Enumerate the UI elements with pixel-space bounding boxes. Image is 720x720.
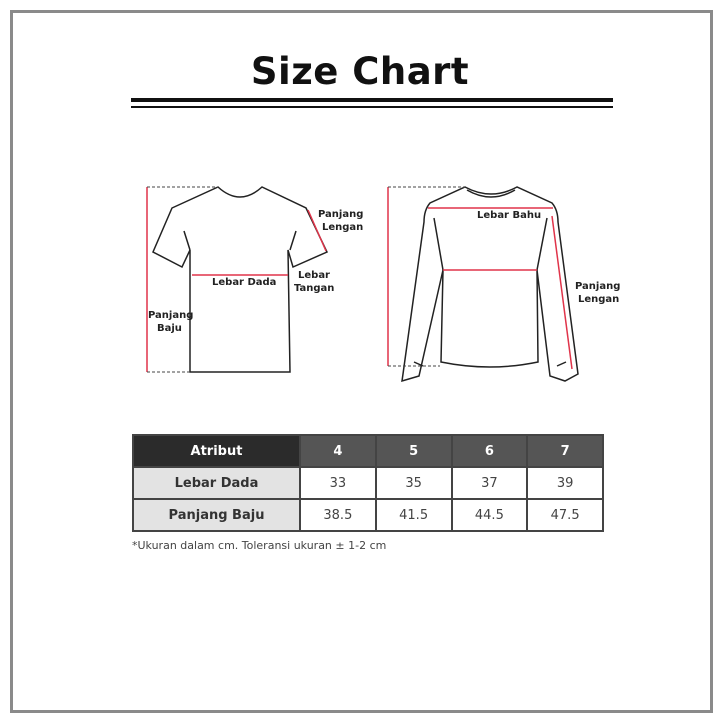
tshirt-measure-lines [146,187,327,372]
title-divider-thin [131,106,613,108]
header-size-5: 5 [374,434,453,468]
table-cell: 37 [450,466,529,500]
table-cell: 44.5 [450,498,529,532]
table-cell: 38.5 [299,498,377,532]
table-header-row: Atribut 4 5 6 7 [132,434,604,468]
tshirt-label-panjang-baju-2: Baju [157,323,182,334]
size-note: *Ukuran dalam cm. Toleransi ukuran ± 1-2… [132,539,387,552]
table-cell: 33 [299,466,377,500]
table-cell: 35 [374,466,453,500]
tshirt-label-panjang-baju-1: Panjang [148,310,193,321]
table-row: Panjang Baju 38.5 41.5 44.5 47.5 [132,498,604,532]
longsleeve-illustration [401,186,579,383]
longsleeve-measure-lines [387,187,573,370]
tshirt-label-lebar-tangan-1: Lebar [298,270,330,281]
table-cell: 39 [526,466,604,500]
longsleeve-label-panjang-lengan-2: Lengan [578,294,619,305]
longsleeve-label-lebar-bahu: Lebar Bahu [477,210,541,221]
tshirt-illustration [152,186,329,373]
tshirt-label-lebar-tangan-2: Tangan [294,283,334,294]
longsleeve-label-panjang-lengan-1: Panjang [575,281,620,292]
header-size-7: 7 [526,434,604,468]
tshirt-label-panjang-lengan-2: Lengan [322,222,363,233]
longsleeve-panjang-lengan-line [551,215,573,370]
tshirt-label-lebar-dada: Lebar Dada [212,277,276,288]
header-size-6: 6 [450,434,529,468]
table-cell: 47.5 [526,498,604,532]
header-atribut: Atribut [132,434,301,468]
size-table: Atribut 4 5 6 7 Lebar Dada 33 35 37 39 P… [132,434,604,532]
title-divider [131,98,613,102]
row-label: Panjang Baju [132,498,301,532]
table-row: Lebar Dada 33 35 37 39 [132,466,604,500]
image-frame [10,10,713,713]
header-size-4: 4 [299,434,377,468]
panjang-lengan-line [307,209,327,252]
page-title: Size Chart [250,50,470,93]
row-label: Lebar Dada [132,466,301,500]
table-cell: 41.5 [374,498,453,532]
tshirt-label-panjang-lengan-1: Panjang [318,209,363,220]
